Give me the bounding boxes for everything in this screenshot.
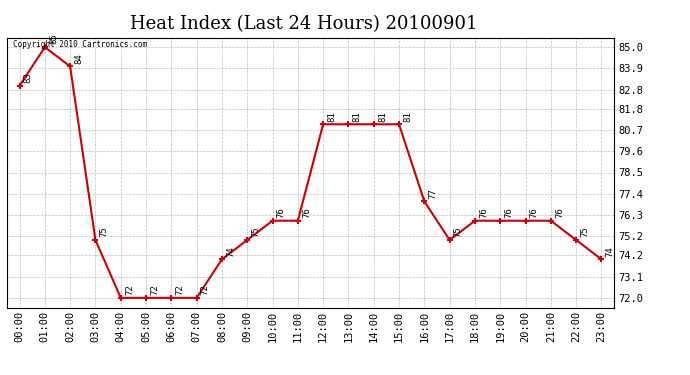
Text: 76: 76 (504, 207, 513, 218)
Text: 83: 83 (23, 72, 32, 83)
Text: 72: 72 (175, 284, 184, 295)
Text: 81: 81 (353, 111, 362, 122)
Text: 85: 85 (49, 34, 58, 44)
Text: 81: 81 (327, 111, 336, 122)
Text: 75: 75 (99, 226, 108, 237)
Text: 75: 75 (580, 226, 589, 237)
Text: 76: 76 (479, 207, 488, 218)
Text: 81: 81 (403, 111, 412, 122)
Text: Copyright 2010 Cartronics.com: Copyright 2010 Cartronics.com (13, 40, 147, 49)
Text: 74: 74 (606, 246, 615, 256)
Text: 76: 76 (555, 207, 564, 218)
Text: 75: 75 (454, 226, 463, 237)
Text: 72: 72 (201, 284, 210, 295)
Text: 84: 84 (75, 53, 83, 64)
Text: 72: 72 (125, 284, 134, 295)
Text: 74: 74 (226, 246, 235, 256)
Text: 76: 76 (277, 207, 286, 218)
Text: 72: 72 (150, 284, 159, 295)
Text: 76: 76 (530, 207, 539, 218)
Text: 76: 76 (302, 207, 311, 218)
Text: 81: 81 (378, 111, 387, 122)
Text: 75: 75 (251, 226, 260, 237)
Text: Heat Index (Last 24 Hours) 20100901: Heat Index (Last 24 Hours) 20100901 (130, 15, 477, 33)
Text: 77: 77 (428, 188, 437, 199)
